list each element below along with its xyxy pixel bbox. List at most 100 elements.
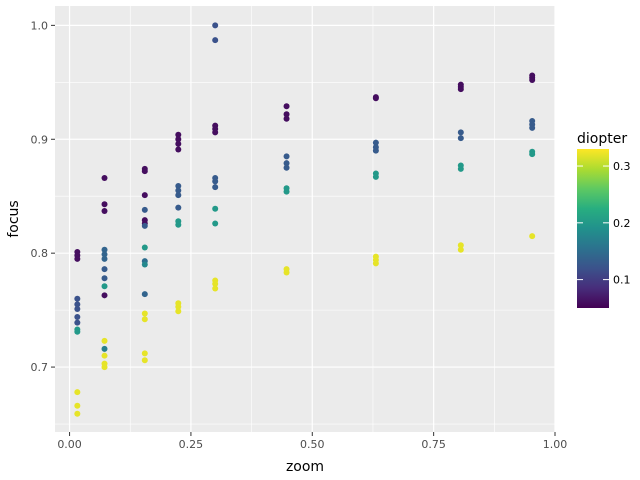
y-axis-ticks: 0.7 0.8 0.9 1.0 [31, 19, 55, 374]
data-point [283, 160, 290, 167]
data-point [457, 129, 464, 136]
data-point [141, 261, 148, 268]
data-point [141, 222, 148, 229]
data-point [529, 124, 536, 131]
data-point [212, 178, 219, 185]
data-point [175, 204, 182, 211]
y-tick-label: 0.7 [31, 361, 49, 374]
legend-tick-label: 0.3 [613, 160, 631, 173]
data-point [212, 205, 219, 212]
data-point [74, 305, 81, 312]
data-point [141, 357, 148, 364]
data-point [74, 328, 81, 335]
y-axis-title: focus [6, 200, 22, 237]
data-point [529, 151, 536, 158]
x-axis-ticks: 0.00 0.25 0.50 0.75 1.00 [57, 432, 567, 451]
data-point [283, 103, 290, 110]
data-point [212, 22, 219, 29]
minor-gridlines [55, 6, 555, 432]
data-point [283, 188, 290, 195]
data-point [175, 221, 182, 228]
data-point [283, 111, 290, 118]
data-point [212, 220, 219, 227]
data-point [101, 201, 108, 208]
data-point [101, 364, 108, 371]
data-point [175, 131, 182, 138]
data-point [74, 389, 81, 396]
data-point [283, 153, 290, 160]
data-point [372, 173, 379, 180]
data-point [175, 192, 182, 199]
data-point [372, 139, 379, 146]
plot-panel [55, 6, 555, 432]
x-tick-label: 0.00 [57, 438, 82, 451]
legend-title: diopter [577, 131, 627, 147]
data-point [372, 260, 379, 267]
x-tick-label: 1.00 [543, 438, 568, 451]
data-point [101, 174, 108, 181]
data-point [101, 345, 108, 352]
data-point [101, 275, 108, 282]
data-point [212, 129, 219, 136]
data-point [175, 187, 182, 194]
data-point [141, 350, 148, 357]
data-point [212, 184, 219, 191]
data-point [101, 266, 108, 273]
data-point [101, 283, 108, 290]
data-point [457, 165, 464, 172]
data-point [74, 410, 81, 417]
data-point [141, 316, 148, 323]
data-point [74, 295, 81, 302]
color-legend: diopter 0.1 0.2 0.3 [577, 131, 631, 308]
x-tick-label: 0.50 [300, 438, 325, 451]
y-tick-label: 0.9 [31, 133, 49, 146]
data-point [141, 310, 148, 317]
data-point [457, 242, 464, 249]
data-point [283, 115, 290, 122]
legend-colorbar [577, 149, 609, 308]
data-point [141, 291, 148, 298]
data-point [141, 244, 148, 251]
data-point [141, 206, 148, 213]
data-points [74, 22, 536, 417]
data-point [175, 308, 182, 315]
data-point [175, 146, 182, 153]
data-point [175, 182, 182, 189]
legend-tick-label: 0.2 [613, 217, 631, 230]
y-tick-label: 0.8 [31, 247, 49, 260]
data-point [283, 269, 290, 276]
data-point [212, 280, 219, 287]
data-point [372, 95, 379, 102]
data-point [101, 208, 108, 215]
data-point [141, 168, 148, 175]
data-point [175, 303, 182, 310]
data-point [101, 255, 108, 262]
x-tick-label: 0.75 [421, 438, 446, 451]
data-point [372, 147, 379, 154]
data-point [529, 77, 536, 84]
x-axis-title: zoom [286, 459, 324, 475]
data-point [457, 135, 464, 142]
data-point [283, 164, 290, 171]
legend-tick-label: 0.1 [613, 274, 631, 287]
data-point [141, 192, 148, 199]
data-point [212, 37, 219, 44]
data-point [175, 140, 182, 147]
data-point [74, 319, 81, 326]
data-point [101, 292, 108, 299]
data-point [101, 251, 108, 258]
data-point [212, 285, 219, 292]
data-point [457, 246, 464, 253]
major-gridlines [55, 6, 556, 432]
data-point [175, 136, 182, 143]
data-point [457, 86, 464, 93]
data-point [74, 402, 81, 409]
data-point [529, 233, 536, 240]
data-point [101, 352, 108, 359]
y-tick-label: 1.0 [31, 19, 49, 32]
data-point [74, 301, 81, 308]
data-point [101, 337, 108, 344]
x-tick-label: 0.25 [179, 438, 204, 451]
data-point [74, 313, 81, 320]
